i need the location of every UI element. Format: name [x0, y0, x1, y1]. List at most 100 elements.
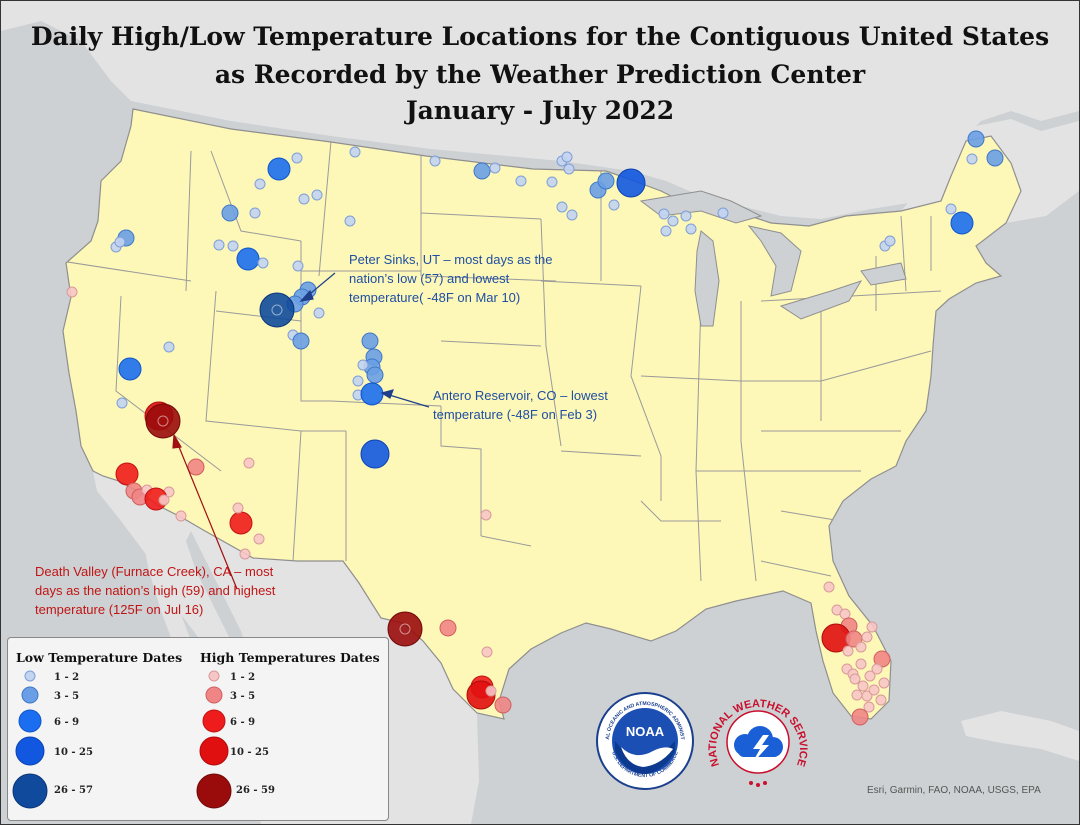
low-temperature-point [680, 210, 692, 222]
gulf-of-california [186, 531, 251, 661]
high-temperature-point [253, 533, 265, 545]
low-temperature-point [257, 257, 269, 269]
legend-high-label: 26 - 59 [236, 785, 275, 796]
annotation-line: Peter Sinks, UT – most days as the [349, 252, 553, 267]
low-temperature-point [236, 247, 260, 271]
low-temperature-point [616, 168, 646, 198]
low-temperature-point [986, 149, 1004, 167]
high-temperature-point [875, 694, 887, 706]
high-temperature-point [145, 403, 181, 439]
high-temperature-point [485, 685, 497, 697]
low-temperature-point [366, 366, 384, 384]
low-temperature-point [221, 204, 239, 222]
low-temperature-point [685, 223, 697, 235]
annotation-line: temperature (-48F on Feb 3) [433, 407, 598, 422]
high-temperature-point [494, 696, 512, 714]
high-temperature-point [175, 510, 187, 522]
high-temperature-point [851, 689, 863, 701]
low-temperature-point [360, 382, 384, 406]
high-temperature-point [243, 457, 255, 469]
point-highlight [271, 304, 283, 316]
high-temperature-point [855, 641, 867, 653]
high-temperature-point [480, 509, 492, 521]
point-highlight [399, 623, 411, 635]
legend-high-title: High Temperatures Dates [200, 650, 380, 665]
nws-logo: NATIONAL WEATHER SERVICE [707, 698, 809, 787]
legend-high-symbol [196, 773, 232, 809]
great-lakes [639, 190, 907, 327]
low-temperature-point [658, 208, 670, 220]
annotation-line: temperature (125F on Jul 16) [35, 602, 204, 617]
high-temperature-point [481, 646, 493, 658]
low-temperature-point [357, 359, 369, 371]
high-temperature-point [842, 645, 854, 657]
high-temperature-point [229, 511, 253, 535]
high-temperature-point [861, 690, 873, 702]
high-temperature-point [439, 619, 457, 637]
high-temperature-point [861, 631, 873, 643]
annotation-antero-reservoir: Antero Reservoir, CO – lowest temperatur… [433, 386, 608, 424]
low-temperature-point [667, 215, 679, 227]
canada-east [901, 119, 1079, 223]
annotation-arrows [299, 272, 430, 408]
low-temperature-point [116, 397, 128, 409]
legend-high-label: 6 - 9 [230, 717, 256, 728]
canada [1, 1, 1079, 219]
high-temperature-point [864, 670, 876, 682]
annotation-line: nation’s low (57) and lowest [349, 271, 510, 286]
legend-high-label: 3 - 5 [230, 691, 256, 702]
low-temperature-point [473, 162, 491, 180]
low-temperature-point [608, 199, 620, 211]
legend-low-label: 3 - 5 [54, 691, 80, 702]
high-temperature-point [849, 673, 861, 685]
legend-low-label: 6 - 9 [54, 717, 80, 728]
legend-low-label: 1 - 2 [54, 672, 80, 683]
low-temperature-point [361, 332, 379, 350]
legend-low-symbol [15, 736, 45, 766]
low-temperature-point [563, 163, 575, 175]
low-temperature-point [556, 201, 568, 213]
legend-low-label: 26 - 57 [54, 785, 93, 796]
low-temperature-point [515, 175, 527, 187]
annotation-peter-sinks: Peter Sinks, UT – most days as the natio… [349, 250, 553, 307]
legend-low-symbol [18, 709, 42, 733]
high-temperature-point [871, 663, 883, 675]
low-temperature-point [298, 193, 310, 205]
death-valley-arrow [172, 433, 238, 590]
low-temperature-point [360, 439, 390, 469]
high-temperature-point [878, 677, 890, 689]
low-temperature-point [352, 375, 364, 387]
temperature-points [66, 130, 1004, 726]
low-temperature-point [349, 146, 361, 158]
title-line3: January - July 2022 [405, 96, 675, 125]
legend-low-title: Low Temperature Dates [16, 650, 183, 665]
high-temperature-point [187, 458, 205, 476]
low-temperature-point [249, 207, 261, 219]
high-temperature-point [115, 462, 139, 486]
low-temperature-point [259, 292, 295, 328]
low-temperature-point [967, 130, 985, 148]
annotation-line: Death Valley (Furnace Creek), CA – most [35, 564, 274, 579]
high-temperature-point [823, 581, 835, 593]
low-temperature-point [945, 203, 957, 215]
legend: Low Temperature Dates High Temperatures … [7, 637, 389, 821]
low-temperature-point [118, 357, 142, 381]
high-temperature-point [839, 608, 851, 620]
high-temperature-point [857, 680, 869, 692]
low-temperature-point [291, 152, 303, 164]
legend-high-symbol [208, 670, 220, 682]
low-temperature-point [311, 189, 323, 201]
low-temperature-point [561, 151, 573, 163]
low-temperature-point [344, 215, 356, 227]
low-temperature-point [884, 235, 896, 247]
legend-high-symbol [205, 686, 223, 704]
legend-symbols [12, 670, 232, 809]
high-temperature-point [232, 502, 244, 514]
legend-low-label: 10 - 25 [54, 747, 93, 758]
high-temperature-point [868, 684, 880, 696]
annotation-line: temperature( -48F on Mar 10) [349, 290, 521, 305]
high-temperature-point [239, 548, 251, 560]
low-temperature-point [254, 178, 266, 190]
legend-low-symbol [21, 686, 39, 704]
